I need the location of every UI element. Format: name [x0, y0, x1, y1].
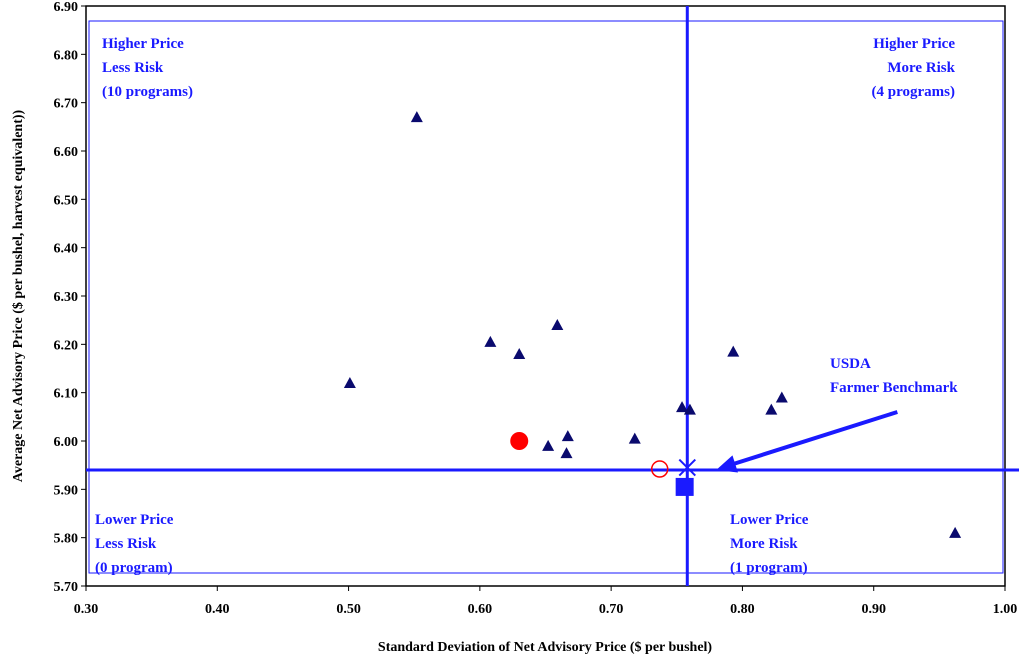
quadrant-label-lower-right: (1 program) — [730, 560, 808, 576]
y-tick-label: 6.00 — [54, 435, 79, 450]
data-points — [343, 111, 962, 538]
y-tick-label: 6.20 — [54, 338, 79, 353]
x-axis: 0.30 0.40 0.50 0.60 0.70 0.80 0.90 1.00 — [74, 586, 1018, 617]
annotation-arrow-shaft — [729, 410, 898, 467]
triangle-point — [484, 335, 497, 347]
filled-circle-point — [510, 432, 529, 450]
triangle-point — [727, 345, 740, 357]
quadrant-label-upper-left: Higher Price — [102, 36, 184, 52]
y-tick-label: 6.10 — [54, 387, 79, 402]
triangle-point — [513, 348, 526, 359]
triangle-point — [561, 430, 574, 442]
y-tick-label: 6.80 — [54, 48, 79, 63]
triangle-point — [560, 447, 573, 459]
quadrant-label-upper-right: (4 programs) — [872, 84, 955, 100]
y-tick-label: 5.80 — [54, 532, 79, 547]
y-tick-label: 6.90 — [54, 0, 79, 15]
y-tick-label: 6.50 — [54, 193, 79, 208]
x-tick-label: 0.50 — [336, 602, 361, 617]
annotation-label: USDA — [830, 356, 871, 372]
star-point — [678, 457, 696, 478]
triangle-point — [775, 391, 788, 403]
quadrant-label-lower-right: More Risk — [730, 536, 798, 552]
quadrant-label-upper-left: Less Risk — [102, 60, 164, 76]
x-tick-label: 1.00 — [993, 602, 1018, 617]
triangle-point — [676, 401, 689, 413]
annotation-arrow-head — [716, 455, 738, 473]
quadrant-labels: Higher Price Less Risk (10 programs) Higher… — [95, 36, 956, 576]
open-circle-point — [650, 460, 669, 478]
quadrant-label-lower-left: Lower Price — [95, 512, 174, 528]
quadrant-label-lower-right: Lower Price — [730, 512, 809, 528]
square-point — [675, 477, 694, 496]
triangle-point — [683, 403, 696, 415]
y-axis-title: Average Net Advisory Price ($ per bushel… — [11, 109, 26, 482]
usda-annotation: USDA Farmer Benchmark — [716, 356, 958, 473]
y-tick-label: 5.70 — [54, 580, 79, 595]
y-axis: 5.70 5.80 5.90 6.00 6.10 6.20 6.30 6.40 6.50 6.60… — [54, 0, 86, 595]
x-axis-title: Standard Deviation of Net Advisory Price… — [378, 640, 713, 655]
triangle-point — [343, 377, 356, 388]
annotation-label: Farmer Benchmark — [830, 380, 958, 396]
quadrant-label-lower-left: Less Risk — [95, 536, 157, 552]
x-tick-label: 0.40 — [205, 602, 230, 617]
x-tick-label: 0.90 — [861, 602, 886, 617]
quadrant-label-lower-left: (0 program) — [95, 560, 173, 576]
inner-frame — [88, 20, 1004, 574]
quadrant-label-upper-right: More Risk — [887, 60, 955, 76]
triangle-point — [542, 439, 555, 451]
triangle-point — [765, 403, 778, 415]
x-tick-label: 0.70 — [599, 602, 624, 617]
triangle-point — [551, 319, 564, 330]
x-tick-label: 0.80 — [730, 602, 755, 617]
quadrant-label-upper-left: (10 programs) — [102, 84, 193, 100]
triangle-point — [628, 432, 641, 444]
plot-area — [85, 5, 1006, 587]
x-tick-label: 0.60 — [468, 602, 493, 617]
y-tick-label: 6.60 — [54, 145, 79, 160]
triangle-point — [410, 111, 423, 123]
triangle-point — [949, 526, 962, 538]
y-tick-label: 6.70 — [54, 97, 79, 112]
x-tick-label: 0.30 — [74, 602, 99, 617]
y-tick-label: 5.90 — [54, 483, 79, 498]
y-tick-label: 6.30 — [54, 290, 79, 305]
y-tick-label: 6.40 — [54, 242, 79, 257]
quadrant-label-upper-right: Higher Price — [873, 36, 955, 52]
